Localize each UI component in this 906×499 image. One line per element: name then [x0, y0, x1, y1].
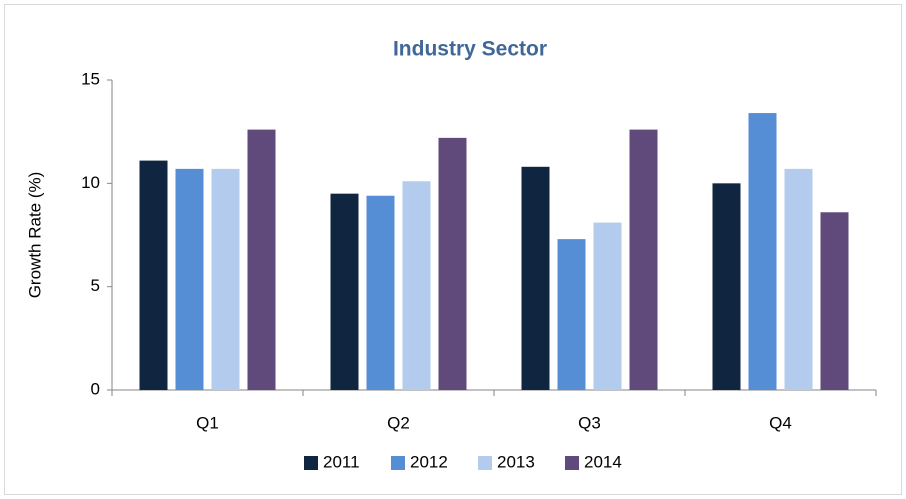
bar	[712, 183, 741, 390]
bar	[402, 181, 431, 390]
x-tick-label: Q1	[196, 413, 219, 432]
bar	[438, 137, 467, 390]
x-tick-label: Q3	[578, 413, 601, 432]
bar	[784, 168, 813, 390]
y-tick-label: 10	[81, 173, 100, 192]
y-tick-label: 5	[91, 276, 100, 295]
legend-label: 2014	[584, 452, 622, 471]
legend-label: 2011	[323, 452, 360, 471]
bar	[521, 166, 550, 390]
chart-title: Industry Sector	[393, 38, 547, 61]
legend-swatch	[304, 456, 318, 470]
bar	[366, 195, 395, 390]
bar	[247, 129, 276, 390]
bar	[557, 239, 586, 390]
bar	[139, 160, 168, 390]
y-tick-label: 0	[91, 379, 100, 398]
bar	[593, 222, 622, 390]
y-tick-label: 15	[81, 69, 100, 88]
bar	[211, 168, 240, 390]
y-axis-label: Growth Rate (%)	[25, 172, 44, 299]
x-tick-label: Q2	[387, 413, 410, 432]
bar	[175, 168, 204, 390]
bar	[820, 212, 849, 390]
bar	[748, 113, 777, 391]
legend-swatch	[478, 456, 492, 470]
legend-swatch	[565, 456, 579, 470]
legend-label: 2013	[497, 452, 535, 471]
legend-swatch	[391, 456, 405, 470]
legend-label: 2012	[410, 452, 448, 471]
x-tick-label: Q4	[769, 413, 792, 432]
bar	[330, 193, 359, 390]
bar	[629, 129, 658, 390]
